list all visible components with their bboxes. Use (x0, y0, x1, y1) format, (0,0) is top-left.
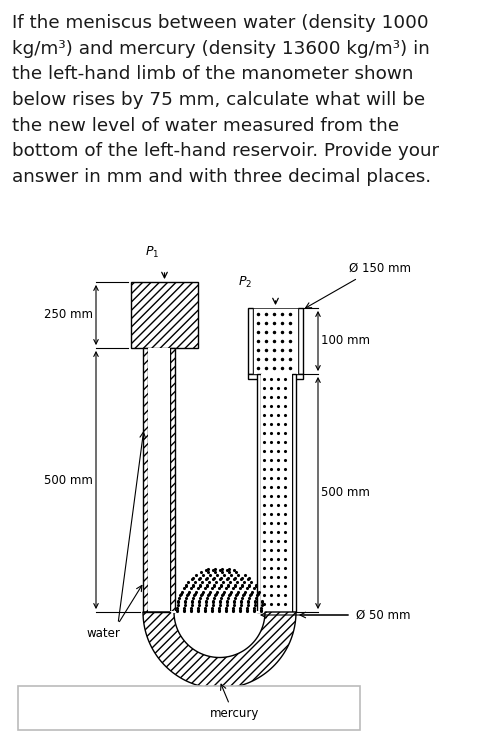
Polygon shape (253, 308, 298, 374)
Polygon shape (143, 612, 296, 689)
Text: Ø 150 mm: Ø 150 mm (349, 262, 411, 274)
Polygon shape (143, 348, 148, 612)
Polygon shape (148, 348, 170, 612)
Polygon shape (18, 686, 360, 730)
Polygon shape (131, 282, 198, 348)
Text: If the meniscus between water (density 1000
kg/m³) and mercury (density 13600 kg: If the meniscus between water (density 1… (12, 14, 439, 186)
Polygon shape (292, 374, 296, 612)
Text: 100 mm: 100 mm (321, 335, 370, 347)
Text: 250 mm: 250 mm (44, 308, 93, 322)
Polygon shape (248, 308, 253, 374)
Polygon shape (261, 374, 292, 612)
Text: 500 mm: 500 mm (44, 474, 93, 487)
Text: $P_2$: $P_2$ (238, 275, 252, 290)
Polygon shape (170, 611, 261, 613)
Text: Ø 50 mm: Ø 50 mm (356, 608, 411, 621)
Polygon shape (248, 374, 303, 379)
Polygon shape (170, 348, 175, 612)
Text: mercury: mercury (210, 706, 259, 720)
Text: $P_1$: $P_1$ (145, 245, 160, 260)
Polygon shape (298, 308, 303, 374)
Text: 500 mm: 500 mm (321, 487, 370, 499)
Text: water: water (86, 627, 120, 640)
Polygon shape (257, 374, 261, 612)
